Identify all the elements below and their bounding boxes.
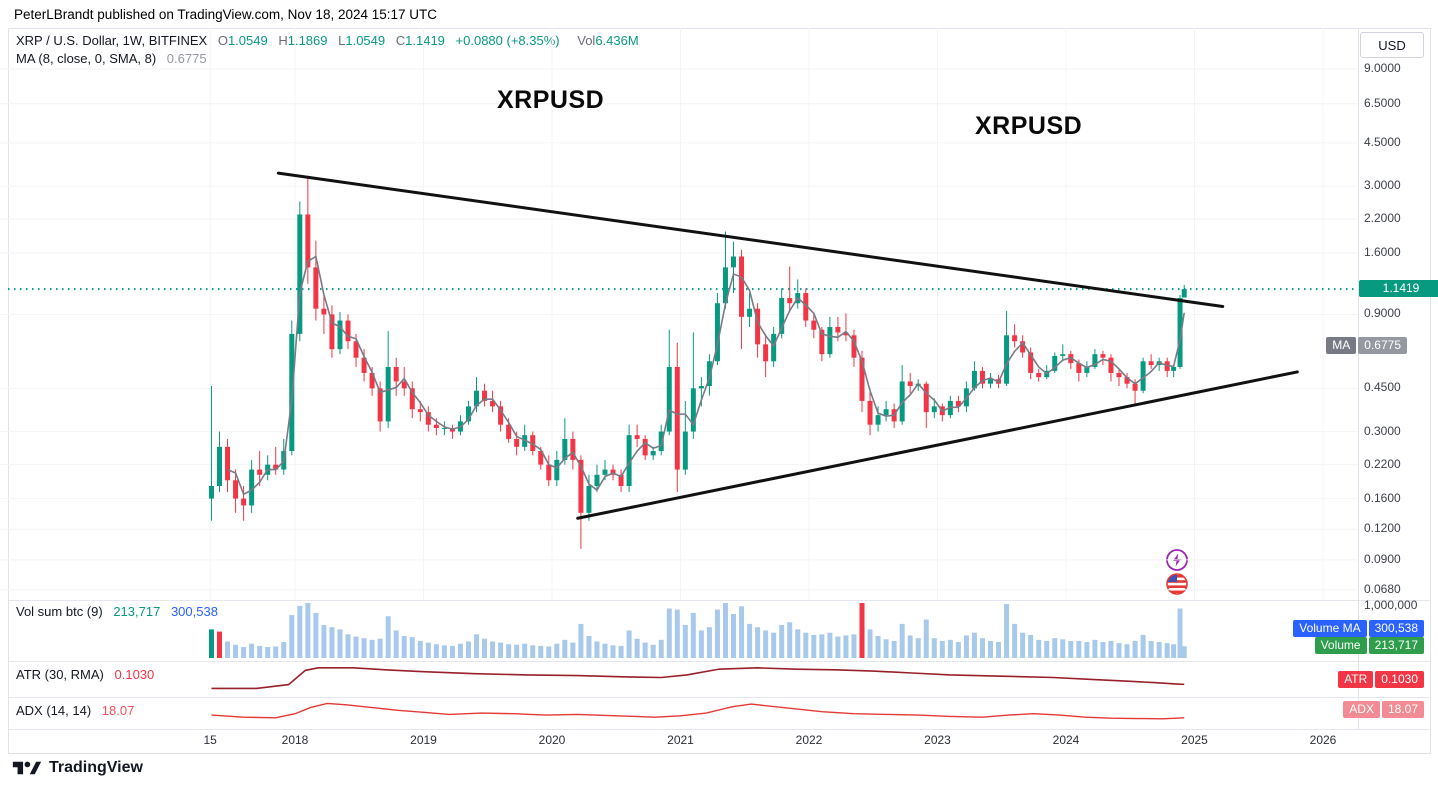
text-annotation[interactable]: XRPUSD xyxy=(497,86,605,114)
pane-divider-adx[interactable] xyxy=(8,697,1430,698)
volume-indicator-legend: Vol sum btc (9) 213,717 300,538 xyxy=(16,604,218,619)
open-label: O xyxy=(217,33,228,48)
time-tick-label: 2023 xyxy=(924,733,951,747)
price-tick-label: 0.0680 xyxy=(1364,581,1401,596)
tradingview-logo-text: TradingView xyxy=(49,759,143,776)
price-tick-label: 0.1600 xyxy=(1364,490,1401,505)
symbol-legend: XRP / U.S. Dollar, 1W, BITFINEX O1.0549 … xyxy=(16,33,639,48)
price-tick-label: 4.5000 xyxy=(1364,134,1401,149)
price-tick-label: 9.0000 xyxy=(1364,61,1401,75)
high-label: H xyxy=(278,33,288,48)
adx-badge-label: ADX xyxy=(1343,701,1380,718)
ma-badge-label: MA xyxy=(1326,337,1357,354)
time-tick-label: 2020 xyxy=(538,733,566,747)
price-tick-label: 0.2200 xyxy=(1364,456,1401,471)
price-tick-label: 3.0000 xyxy=(1364,178,1401,193)
volume-badge: Volume 213,717 xyxy=(1314,637,1424,654)
time-axis[interactable]: 15 2018 2019 2020 2021 2022 2023 2024 2025 2026 xyxy=(0,729,1358,752)
low-value: 1.0549 xyxy=(345,33,386,48)
price-axis-divider xyxy=(1358,28,1359,729)
price-tick-label: 0.4500 xyxy=(1364,380,1401,395)
adx-pane-canvas[interactable] xyxy=(0,697,1358,728)
tradingview-logo[interactable]: TradingView xyxy=(12,757,143,779)
ma-axis-badge: MA 0.6775 xyxy=(1326,337,1407,354)
adx-badge-value: 18.07 xyxy=(1381,701,1424,718)
ma-legend-name: MA (8, close, 0, SMA, 8) xyxy=(16,51,157,66)
volume-pane-canvas[interactable] xyxy=(0,600,1358,659)
us-flag-event-icon[interactable] xyxy=(1165,572,1189,596)
text-annotation[interactable]: XRPUSD xyxy=(975,112,1083,140)
adx-indicator-legend: ADX (14, 14) 18.07 xyxy=(16,703,134,718)
last-price-badge: 1.1419 xyxy=(1359,280,1438,297)
volume-badge-value: 213,717 xyxy=(1368,637,1424,654)
pane-divider-atr[interactable] xyxy=(8,661,1430,662)
volume-legend-name: Vol sum btc (9) xyxy=(16,604,103,619)
open-value: 1.0549 xyxy=(227,33,268,48)
ma-legend-value: 0.6775 xyxy=(166,51,207,66)
symbol-title: XRP / U.S. Dollar, 1W, BITFINEX xyxy=(16,33,208,48)
adx-legend-name: ADX (14, 14) xyxy=(16,703,92,718)
time-tick-label: 2026 xyxy=(1309,733,1337,747)
close-value: 1.1419 xyxy=(405,33,445,48)
atr-badge: ATR 0.1030 xyxy=(1338,671,1424,688)
ma-badge-value: 0.6775 xyxy=(1358,337,1407,354)
volume-ma-badge: Volume MA 300,538 xyxy=(1293,620,1424,637)
time-tick-label: 2024 xyxy=(1052,733,1080,747)
currency-usd-button[interactable]: USD xyxy=(1360,32,1424,58)
atr-badge-label: ATR xyxy=(1338,671,1374,688)
volume-value: 6.436M xyxy=(595,33,639,48)
price-tick-label: 1.6000 xyxy=(1364,245,1401,260)
atr-indicator-legend: ATR (30, RMA) 0.1030 xyxy=(16,667,154,682)
time-tick-label: 2021 xyxy=(667,733,694,747)
time-tick-label: 2025 xyxy=(1181,733,1208,747)
volume-ma-badge-label: Volume MA xyxy=(1293,620,1367,637)
high-value: 1.1869 xyxy=(287,33,328,48)
ma-indicator-legend: MA (8, close, 0, SMA, 8) 0.6775 xyxy=(16,51,207,66)
price-tick-label: 6.5000 xyxy=(1364,95,1401,110)
time-axis-divider xyxy=(8,729,1430,730)
atr-badge-value: 0.1030 xyxy=(1375,671,1424,688)
price-tick-label: 0.9000 xyxy=(1364,306,1401,321)
adx-badge: ADX 18.07 xyxy=(1343,701,1424,718)
price-chart-canvas[interactable] xyxy=(0,28,1358,600)
price-axis[interactable]: 9.0000 6.5000 4.5000 3.0000 2.2000 1.6000 0.90… xyxy=(1358,0,1438,787)
time-tick-label: 2018 xyxy=(281,733,309,747)
time-tick-label: 15 xyxy=(203,733,217,747)
volume-ma-badge-value: 300,538 xyxy=(1368,620,1424,637)
atr-legend-name: ATR (30, RMA) xyxy=(16,667,104,682)
volume-badge-label: Volume xyxy=(1314,637,1367,654)
close-label: C xyxy=(395,33,406,48)
atr-pane-canvas[interactable] xyxy=(0,661,1358,696)
price-tick-label: 0.0900 xyxy=(1364,551,1401,566)
price-tick-label: 0.1200 xyxy=(1364,521,1401,536)
pane-divider-volume[interactable] xyxy=(8,600,1430,601)
low-label: L xyxy=(338,33,346,48)
change-value: +0.0880 (+8.35%) xyxy=(455,33,560,48)
adx-legend-value: 18.07 xyxy=(101,703,135,718)
price-tick-label: 2.2000 xyxy=(1364,211,1401,226)
atr-legend-value: 0.1030 xyxy=(114,667,155,682)
time-tick-label: 2019 xyxy=(410,733,437,747)
attribution-text: PeterLBrandt published on TradingView.co… xyxy=(14,7,438,22)
price-tick-label: 0.3000 xyxy=(1364,423,1401,438)
tradingview-logo-icon xyxy=(12,757,42,779)
volume-legend-value: 213,717 xyxy=(113,604,161,619)
volume-ma-legend-value: 300,538 xyxy=(170,604,218,619)
time-tick-label: 2022 xyxy=(795,733,823,747)
volume-scale-top-label: 1,000,000 xyxy=(1364,598,1418,612)
volume-label: Vol xyxy=(577,33,596,48)
